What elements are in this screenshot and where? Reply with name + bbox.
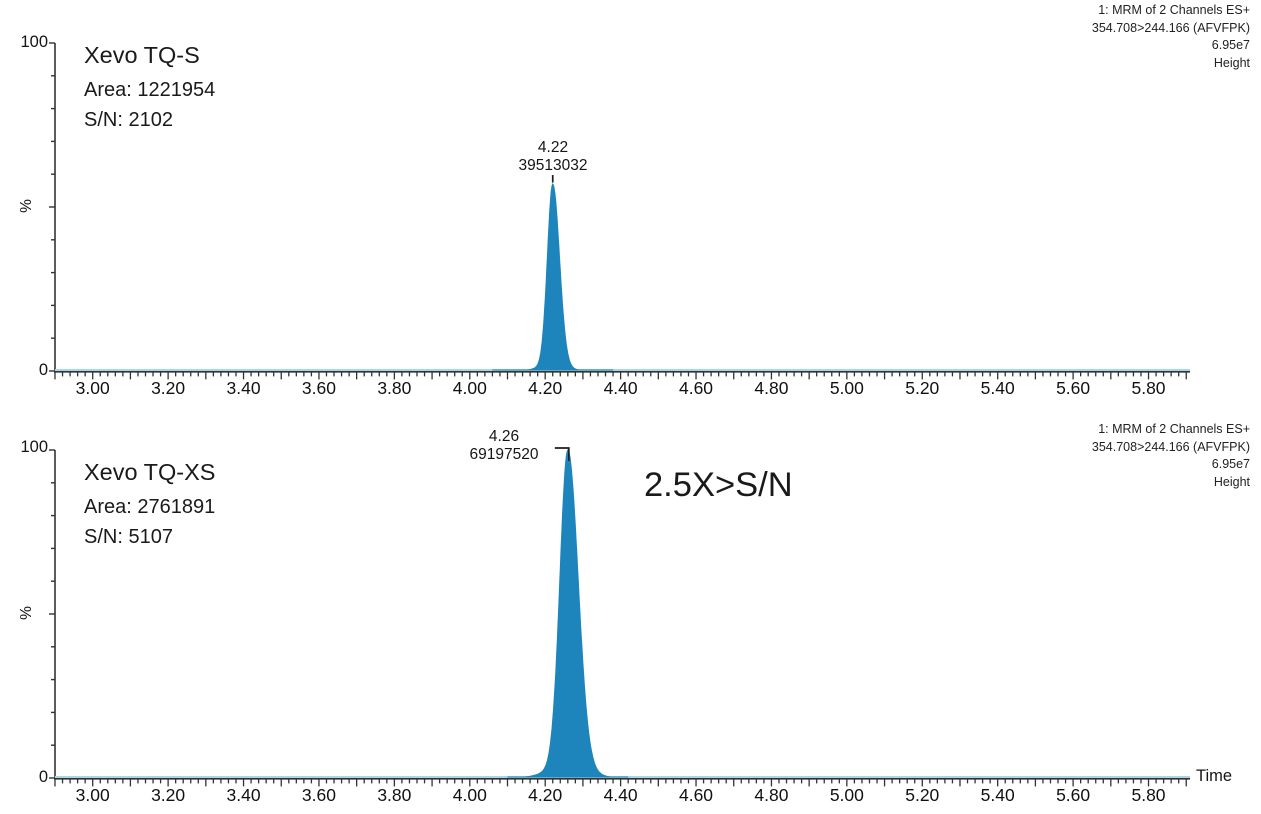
svg-text:4.00: 4.00	[453, 378, 487, 398]
area-value: Area: 1221954	[84, 79, 216, 101]
svg-text:4.20: 4.20	[528, 785, 562, 805]
svg-text:3.20: 3.20	[151, 785, 185, 805]
svg-text:3.40: 3.40	[227, 378, 261, 398]
chromatogram-panel-tq-s: 3.00 3.20 3.40 3.60 3.80 4.00 4.20 4.40 4.60 4.80…	[18, 2, 1250, 398]
svg-text:4.60: 4.60	[679, 785, 713, 805]
area-value: Area: 2761891	[84, 496, 216, 518]
svg-text:4.00: 4.00	[453, 785, 487, 805]
svg-text:5.20: 5.20	[905, 785, 939, 805]
svg-text:4.60: 4.60	[679, 378, 713, 398]
y-axis-max-label: 100	[20, 438, 48, 456]
chromatogram-plot-tq-s: 3.00 3.20 3.40 3.60 3.80 4.00 4.20 4.40 4.60 4.80…	[49, 42, 1190, 398]
header-transition-line: 354.708>244.166 (AFVFPK)	[1091, 439, 1250, 454]
svg-text:4.40: 4.40	[604, 785, 638, 805]
y-axis-min-label: 0	[38, 768, 48, 786]
svg-text:4.40: 4.40	[604, 378, 638, 398]
svg-text:3.00: 3.00	[76, 378, 110, 398]
svg-text:4.80: 4.80	[754, 785, 788, 805]
svg-text:5.60: 5.60	[1056, 378, 1090, 398]
instrument-name: Xevo TQ-S	[84, 42, 200, 68]
svg-text:4.80: 4.80	[754, 378, 788, 398]
sn-value: S/N: 2102	[84, 108, 173, 131]
svg-text:5.20: 5.20	[905, 378, 939, 398]
header-channel-line: 1: MRM of 2 Channels ES+	[1098, 422, 1250, 436]
chromatogram-panel-tq-xs: 3.00 3.20 3.40 3.60 3.80 4.00 4.20 4.40 4.60 4.80…	[0, 407, 1261, 814]
y-axis-min-label: 0	[38, 361, 48, 379]
svg-text:5.40: 5.40	[981, 785, 1015, 805]
svg-text:5.80: 5.80	[1131, 378, 1165, 398]
y-axis-title: %	[18, 199, 35, 213]
sn-improvement-annotation: 2.5X>S/N	[644, 466, 793, 504]
svg-text:5.80: 5.80	[1131, 785, 1165, 805]
channel-header: 1: MRM of 2 Channels ES+ 354.708>244.166…	[1092, 2, 1250, 72]
svg-text:3.20: 3.20	[151, 378, 185, 398]
svg-text:3.60: 3.60	[302, 785, 336, 805]
header-mode-line: Height	[1213, 474, 1250, 489]
x-axis-title: Time	[1196, 767, 1233, 785]
svg-text:5.60: 5.60	[1056, 785, 1090, 805]
channel-header: 1: MRM of 2 Channels ES+ 354.708>244.166…	[1092, 421, 1250, 491]
svg-text:5.00: 5.00	[830, 785, 864, 805]
instrument-info: Xevo TQ-S Area: 1221954 S/N: 2102	[84, 42, 215, 135]
svg-text:3.80: 3.80	[377, 378, 411, 398]
instrument-name: Xevo TQ-XS	[84, 459, 216, 485]
header-scale-line: 6.95e7	[1211, 38, 1250, 52]
y-axis-title: %	[18, 606, 35, 620]
peak-annotation: 4.26 69197520	[429, 428, 579, 463]
sn-value: S/N: 5107	[84, 525, 173, 548]
peak-height-value: 39513032	[518, 156, 588, 174]
svg-text:3.00: 3.00	[76, 785, 110, 805]
svg-text:3.60: 3.60	[302, 378, 336, 398]
svg-text:4.20: 4.20	[528, 378, 562, 398]
instrument-info: Xevo TQ-XS Area: 2761891 S/N: 5107	[84, 459, 215, 552]
svg-text:3.80: 3.80	[377, 785, 411, 805]
peak-annotation: 4.22 39513032	[478, 139, 628, 174]
header-transition-line: 354.708>244.166 (AFVFPK)	[1091, 20, 1250, 35]
header-channel-line: 1: MRM of 2 Channels ES+	[1098, 3, 1250, 17]
svg-text:5.00: 5.00	[830, 378, 864, 398]
header-mode-line: Height	[1213, 55, 1250, 70]
svg-text:5.40: 5.40	[981, 378, 1015, 398]
y-axis-max-label: 100	[20, 33, 48, 51]
peak-retention-time: 4.22	[537, 139, 569, 156]
peak-retention-time: 4.26	[488, 428, 520, 445]
header-scale-line: 6.95e7	[1211, 457, 1250, 471]
chromatogram-plot-tq-xs: 3.00 3.20 3.40 3.60 3.80 4.00 4.20 4.40 4.60 4.80…	[49, 447, 1190, 805]
svg-text:3.40: 3.40	[227, 785, 261, 805]
peak-height-value: 69197520	[469, 445, 539, 463]
